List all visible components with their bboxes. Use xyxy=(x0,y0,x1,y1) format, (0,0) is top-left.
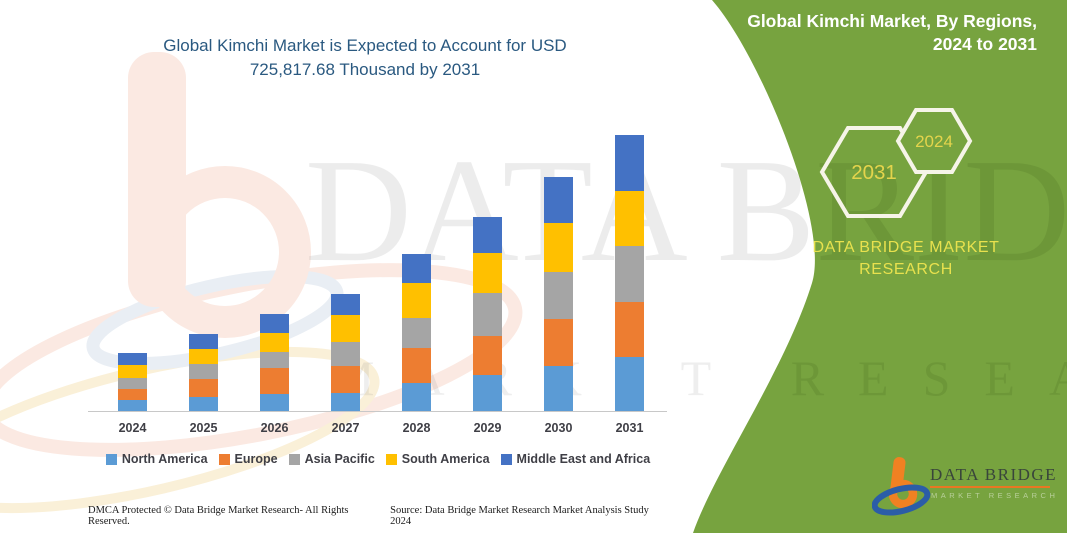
bar-segment xyxy=(331,393,360,411)
legend-label: Asia Pacific xyxy=(304,452,375,466)
bar-2027 xyxy=(331,294,360,411)
bar-segment xyxy=(189,379,218,397)
bar-segment xyxy=(544,319,573,366)
bar-segment xyxy=(615,246,644,302)
x-label: 2030 xyxy=(544,421,573,435)
legend-swatch xyxy=(500,453,512,465)
bar-2024 xyxy=(118,353,147,411)
bar-segment xyxy=(402,383,431,411)
bar-segment xyxy=(260,352,289,368)
bar-segment xyxy=(544,177,573,223)
x-label: 2027 xyxy=(331,421,360,435)
bar-segment xyxy=(189,334,218,349)
bar-segment xyxy=(189,349,218,364)
bar-segment xyxy=(118,353,147,365)
b-logo-watermark xyxy=(128,52,311,338)
legend-swatch xyxy=(105,453,117,465)
x-label: 2024 xyxy=(118,421,147,435)
bar-segment xyxy=(544,272,573,319)
bar-segment xyxy=(118,400,147,411)
x-axis-line xyxy=(88,411,667,412)
bar-segment xyxy=(615,302,644,357)
bar-2028 xyxy=(402,254,431,411)
x-label: 2026 xyxy=(260,421,289,435)
x-label: 2025 xyxy=(189,421,218,435)
legend-item: South America xyxy=(385,452,490,466)
bar-segment xyxy=(544,223,573,272)
bar-segment xyxy=(402,283,431,318)
bar-segment xyxy=(544,366,573,411)
x-label: 2031 xyxy=(615,421,644,435)
bar-2025 xyxy=(189,334,218,411)
bar-segment xyxy=(402,348,431,383)
bar-segment xyxy=(260,368,289,394)
bar-segment xyxy=(402,254,431,283)
legend-item: North America xyxy=(105,452,208,466)
legend-label: Europe xyxy=(234,452,278,466)
legend: North America Europe Asia Pacific South Ame… xyxy=(88,452,668,466)
legend-item: Middle East and Africa xyxy=(500,452,651,466)
bar-segment xyxy=(118,389,147,400)
bar-segment xyxy=(473,217,502,253)
bar-segment xyxy=(260,314,289,333)
legend-swatch xyxy=(385,453,397,465)
bar-2031 xyxy=(615,135,644,411)
bar-segment xyxy=(331,366,360,393)
legend-label: North America xyxy=(121,452,208,466)
legend-swatch xyxy=(218,453,230,465)
bar-segment xyxy=(615,191,644,246)
bar-segment xyxy=(473,375,502,411)
bar-2029 xyxy=(473,217,502,411)
bar-segment xyxy=(615,135,644,191)
bar-segment xyxy=(331,342,360,366)
bar-segment xyxy=(331,315,360,342)
bar-segment xyxy=(260,333,289,352)
chart-title-line1: Global Kimchi Market is Expected to Acco… xyxy=(163,36,567,55)
bar-segment xyxy=(402,318,431,348)
footer-dmca-text: DMCA Protected © Data Bridge Market Rese… xyxy=(88,505,349,527)
bar-segment xyxy=(118,378,147,389)
x-label: 2029 xyxy=(473,421,502,435)
bar-segment xyxy=(189,364,218,379)
legend-item: Asia Pacific xyxy=(288,452,375,466)
bar-segment xyxy=(615,357,644,411)
legend-swatch xyxy=(288,453,300,465)
bar-2030 xyxy=(544,177,573,411)
bar-segment xyxy=(473,336,502,375)
bar-segment xyxy=(331,294,360,315)
x-label: 2028 xyxy=(402,421,431,435)
legend-label: Middle East and Africa xyxy=(516,452,651,466)
chart-title: Global Kimchi Market is Expected to Acco… xyxy=(115,34,615,82)
bar-segment xyxy=(118,365,147,378)
footer-source-text: Source: Data Bridge Market Research Mark… xyxy=(390,505,649,527)
bar-segment xyxy=(473,293,502,336)
bar-2026 xyxy=(260,314,289,411)
legend-item: Europe xyxy=(218,452,278,466)
bar-segment xyxy=(189,397,218,411)
chart-title-line2: 725,817.68 Thousand by 2031 xyxy=(249,60,481,79)
bar-segment xyxy=(260,394,289,411)
bar-segment xyxy=(473,253,502,293)
footer: DMCA Protected © Data Bridge Market Rese… xyxy=(88,505,670,527)
legend-label: South America xyxy=(401,452,490,466)
